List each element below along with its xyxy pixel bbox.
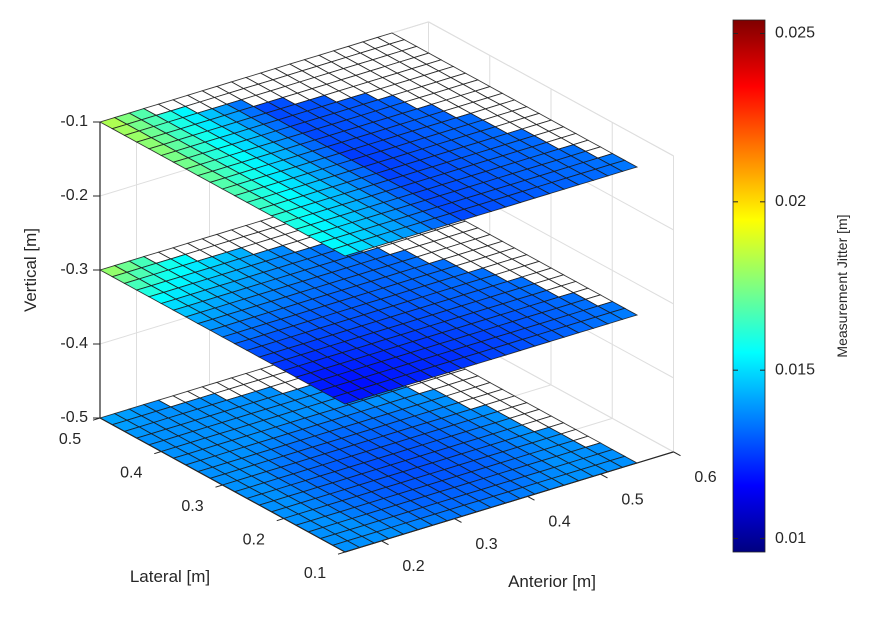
colorbar-tick-label: 0.02 [775,193,806,210]
y-tick-mark [92,417,101,421]
colorbar-label: Measurement Jitter [m] [834,214,850,357]
z-tick-label: -0.3 [60,261,88,278]
axes-lines [92,121,681,555]
x-tick-mark [527,495,535,501]
x-tick-label: 0.2 [402,558,424,575]
surfaces [98,32,639,553]
y-tick-mark [276,518,284,522]
surface-cell [331,244,361,257]
z-axis-label: Vertical [m] [21,228,40,312]
z-tick-label: -0.1 [60,113,88,130]
colorbar-tick-label: 0.025 [775,25,815,42]
y-axis-label: Lateral [m] [130,567,210,586]
z-tick-label: -0.2 [60,187,88,204]
x-tick-label: 0.3 [475,536,497,553]
y-tick-label: 0.1 [304,565,326,582]
x-tick-mark [673,451,681,457]
y-tick-mark [154,451,162,455]
z-tick-label: -0.4 [60,335,88,352]
colorbar-tick-label: 0.015 [775,361,815,378]
tick-labels: -0.5 -0.4 -0.3 -0.2 -0.1 0.1 0.2 0.3 0.4 0.5 0.2 0.… [59,113,717,582]
y-tick-mark [337,551,346,555]
x-tick-label: 0.4 [548,514,570,531]
x-axis-label: Anterior [m] [508,572,596,591]
x-axis-line [344,451,674,553]
colorbar: 0.01 0.015 0.02 0.025 [732,19,815,553]
x-tick-label: 0.6 [694,469,716,486]
x-tick-mark [381,540,389,546]
z-tick-label: -0.5 [60,409,88,426]
x-tick-mark [600,473,608,479]
surface-layer [98,32,639,257]
y-tick-label: 0.2 [243,532,265,549]
y-tick-label: 0.3 [181,498,203,515]
surface-layer [98,180,639,405]
colorbar-tick-label: 0.01 [775,530,806,547]
surface-cell [331,392,361,405]
surface-layer [98,328,639,553]
y-tick-label: 0.4 [120,465,142,482]
colorbar-gradient [732,19,766,553]
x-tick-mark [454,518,462,523]
y-tick-label: 0.5 [59,431,81,448]
box-edge [428,21,674,157]
y-tick-mark [215,484,223,488]
x-tick-label: 0.5 [621,491,643,508]
